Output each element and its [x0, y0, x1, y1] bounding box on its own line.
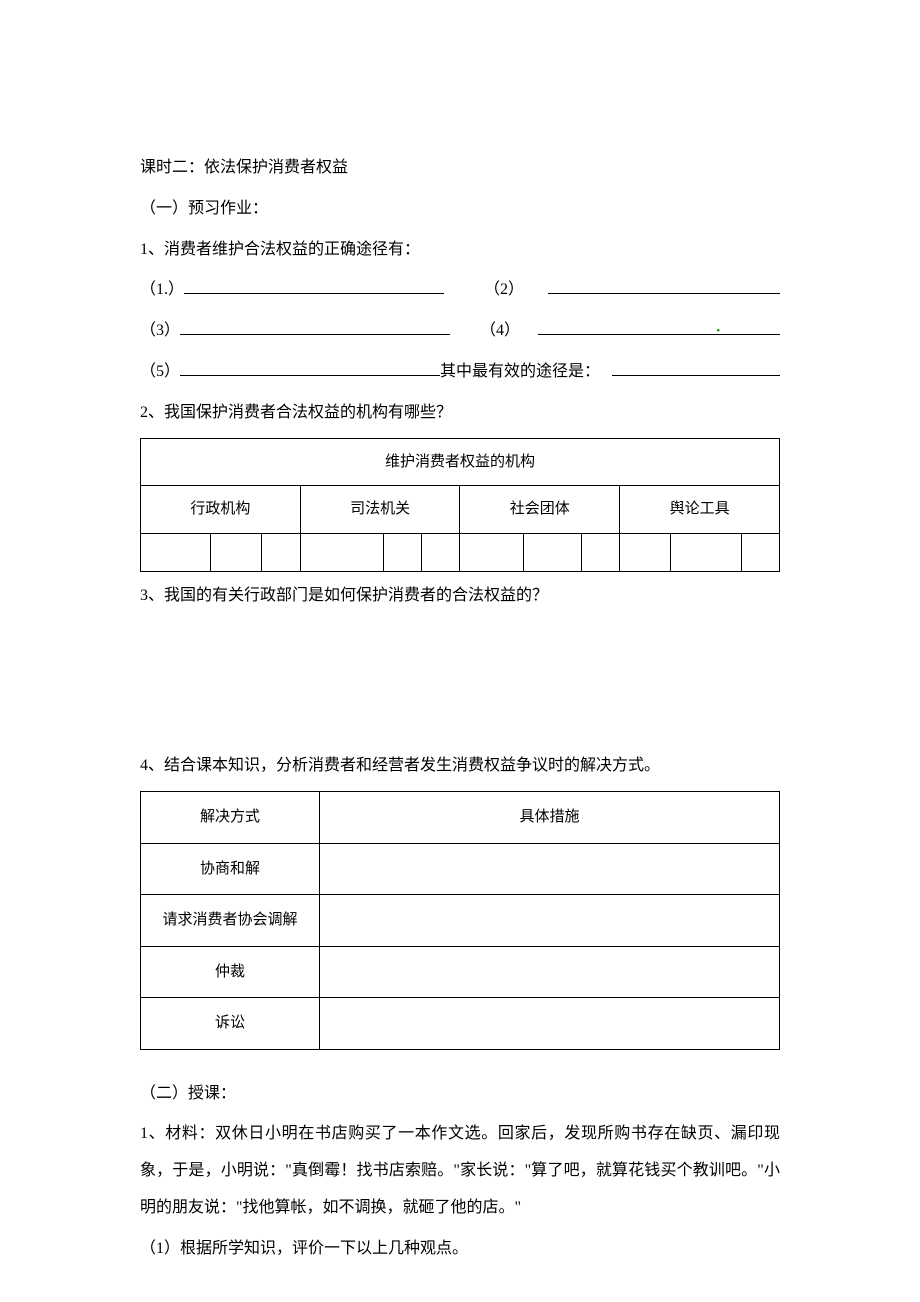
empty-cell [460, 533, 524, 571]
lesson-title: 课时二：依法保护消费者权益 [140, 150, 780, 187]
s2-q1-sub1: （1）根据所学知识，评价一下以上几种观点。 [140, 1231, 780, 1268]
q4-text: 4、结合课本知识，分析消费者和经营者发生消费权益争议时的解决方式。 [140, 748, 780, 785]
q4-row3: 仲裁 [141, 946, 320, 998]
table-row: 请求消费者协会调解 [141, 895, 780, 947]
empty-cell [319, 946, 779, 998]
empty-cell [319, 998, 779, 1050]
table-row: 协商和解 [141, 843, 780, 895]
spacer [140, 1056, 780, 1076]
q4-header2: 具体措施 [319, 792, 779, 844]
empty-cell [319, 843, 779, 895]
q1-row1: （1.） （2） [140, 272, 780, 309]
q2-table-header: 维护消费者权益的机构 [141, 438, 780, 486]
empty-cell [581, 533, 619, 571]
empty-cell [262, 533, 300, 571]
table-row [141, 533, 780, 571]
q1-text: 1、消费者维护合法权益的正确途径有： [140, 232, 780, 269]
section1-heading: （一）预习作业： [140, 191, 780, 228]
q1-item3-blank [180, 334, 450, 335]
q2-table: 维护消费者权益的机构 行政机构 司法机关 社会团体 舆论工具 [140, 438, 780, 572]
table-row: 维护消费者权益的机构 [141, 438, 780, 486]
q4-row4: 诉讼 [141, 998, 320, 1050]
empty-cell [524, 533, 582, 571]
q1-row2: （3） （4） • [140, 313, 780, 350]
empty-cell [141, 533, 211, 571]
table-row: 仲裁 [141, 946, 780, 998]
q4-row1: 协商和解 [141, 843, 320, 895]
s2-q1-intro: 1、材料：双休日小明在书店购买了一本作文选。回家后，发现所购书存在缺页、漏印现象… [140, 1116, 780, 1226]
q1-row3: （5） 其中最有效的途径是： [140, 354, 780, 391]
empty-cell [383, 533, 421, 571]
q2-text: 2、我国保护消费者合法权益的机构有哪些？ [140, 395, 780, 432]
green-mark: • [716, 320, 720, 343]
q1-item4-label: （4） [480, 313, 520, 350]
empty-cell [620, 533, 671, 571]
q2-col3: 社会团体 [460, 486, 620, 534]
empty-cell [300, 533, 383, 571]
section2-heading: （二）授课： [140, 1076, 780, 1113]
q1-suffix: 其中最有效的途径是： [440, 354, 600, 391]
empty-cell [319, 895, 779, 947]
table-row: 解决方式 具体措施 [141, 792, 780, 844]
q2-col2: 司法机关 [300, 486, 460, 534]
q1-item5-label: （5） [140, 354, 180, 391]
q1-suffix-blank [612, 375, 780, 376]
q1-item2-blank [548, 293, 780, 294]
q1-item5-blank [180, 375, 440, 376]
spacer [140, 618, 780, 748]
q2-col4: 舆论工具 [620, 486, 780, 534]
q1-item1-label: （1.） [140, 272, 184, 309]
empty-cell [422, 533, 460, 571]
q4-row2: 请求消费者协会调解 [141, 895, 320, 947]
empty-cell [741, 533, 779, 571]
q1-item2-label: （2） [484, 272, 524, 309]
table-row: 行政机构 司法机关 社会团体 舆论工具 [141, 486, 780, 534]
q1-item1-blank [184, 293, 444, 294]
q1-item3-label: （3） [140, 313, 180, 350]
empty-cell [211, 533, 262, 571]
q2-col1: 行政机构 [141, 486, 301, 534]
q1-item4-blank: • [538, 334, 780, 335]
q3-text: 3、我国的有关行政部门是如何保护消费者的合法权益的？ [140, 578, 780, 615]
q4-table: 解决方式 具体措施 协商和解 请求消费者协会调解 仲裁 诉讼 [140, 791, 780, 1050]
q4-header1: 解决方式 [141, 792, 320, 844]
table-row: 诉讼 [141, 998, 780, 1050]
empty-cell [671, 533, 741, 571]
